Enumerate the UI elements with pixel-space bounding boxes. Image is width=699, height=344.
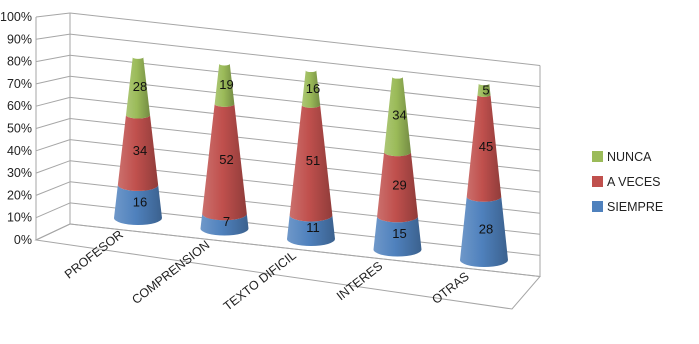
cone — [114, 57, 162, 225]
data-label: 45 — [479, 139, 493, 154]
data-label: 11 — [306, 220, 320, 235]
legend-item: SIEMPRE — [592, 200, 663, 214]
side-gridline — [35, 139, 71, 152]
side-gridline — [35, 96, 71, 107]
chart-floor — [34, 223, 541, 310]
y-tick-label: 50% — [7, 122, 32, 136]
cone-segment-nunca — [301, 70, 321, 108]
y-axis-tick-labels: 0% 10% 20% 30% 40% 50% 60% 70% 80% 90% 100% — [0, 10, 32, 247]
data-label: 28 — [479, 221, 493, 236]
legend-label: A VECES — [607, 175, 661, 189]
floor-plane — [34, 223, 541, 310]
cone-segment-nunca — [384, 77, 411, 157]
y-tick-label: 30% — [7, 166, 32, 180]
legend-swatch — [592, 151, 603, 162]
data-label: 5 — [482, 82, 489, 97]
gridline — [69, 12, 541, 66]
side-gridline — [35, 202, 71, 219]
y-tick-label: 80% — [7, 55, 32, 69]
legend-swatch — [592, 201, 603, 212]
cone — [373, 77, 422, 257]
data-label: 16 — [306, 81, 320, 96]
legend-item: NUNCA — [592, 150, 652, 164]
y-tick-label: 40% — [7, 144, 32, 158]
cone-segment-nunca — [126, 57, 150, 119]
category-label: OTRAS — [429, 269, 472, 307]
y-tick-label: 70% — [7, 77, 32, 91]
data-label: 16 — [133, 195, 147, 210]
y-tick-label: 20% — [7, 188, 32, 202]
cone-segment-siempre — [460, 196, 508, 267]
legend-item: A VECES — [592, 175, 661, 189]
category-label: TEXTO DIFICIL — [221, 248, 299, 313]
data-label: 51 — [306, 153, 320, 168]
data-label: 29 — [392, 177, 406, 192]
cone-segment-nunca — [214, 63, 235, 107]
cone — [200, 63, 249, 236]
side-gridline — [35, 12, 71, 18]
y-tick-label: 0% — [14, 233, 32, 247]
cone-segment-siempre — [200, 213, 249, 236]
chart-cones — [114, 57, 508, 267]
side-gridline — [35, 181, 71, 196]
cone — [460, 83, 508, 267]
category-label: PROFESOR — [62, 227, 126, 281]
cone-segment-siempre — [373, 216, 422, 257]
gridline — [69, 33, 541, 88]
data-label: 34 — [392, 108, 406, 123]
cone-segment-siempre — [114, 185, 162, 225]
category-label: COMPRENSION — [129, 238, 212, 307]
side-gridline — [35, 54, 71, 63]
y-tick-label: 90% — [7, 32, 32, 46]
y-tick-label: 100% — [0, 10, 32, 24]
side-gridline — [35, 118, 71, 129]
data-label: 34 — [133, 143, 147, 158]
legend-swatch — [592, 176, 603, 187]
data-label: 52 — [219, 152, 233, 167]
cone — [287, 70, 335, 246]
cone-segment-a-veces — [117, 115, 159, 191]
data-label: 19 — [219, 77, 233, 92]
cone-segment-siempre — [287, 215, 335, 246]
data-label: 15 — [392, 226, 406, 241]
data-label: 28 — [133, 79, 147, 94]
legend-label: NUNCA — [607, 150, 652, 164]
legend-label: SIEMPRE — [607, 200, 663, 214]
data-label: 7 — [223, 214, 230, 229]
data-labels: 16 34 28 7 52 19 11 51 16 15 29 34 28 45 5 — [133, 77, 493, 241]
y-tick-label: 60% — [7, 99, 32, 113]
side-gridline — [35, 33, 71, 40]
side-gridline — [35, 160, 71, 174]
cone-segment-a-veces — [377, 152, 418, 223]
side-gridline — [35, 75, 71, 85]
y-tick-label: 10% — [7, 211, 32, 225]
cone-segment-nunca — [477, 83, 491, 97]
cone-segment-a-veces — [466, 95, 502, 202]
cone-segment-a-veces — [289, 105, 333, 222]
category-label: INTERES — [334, 259, 385, 303]
cone-segment-a-veces — [202, 104, 247, 221]
legend: NUNCA A VECES SIEMPRE — [592, 150, 663, 214]
